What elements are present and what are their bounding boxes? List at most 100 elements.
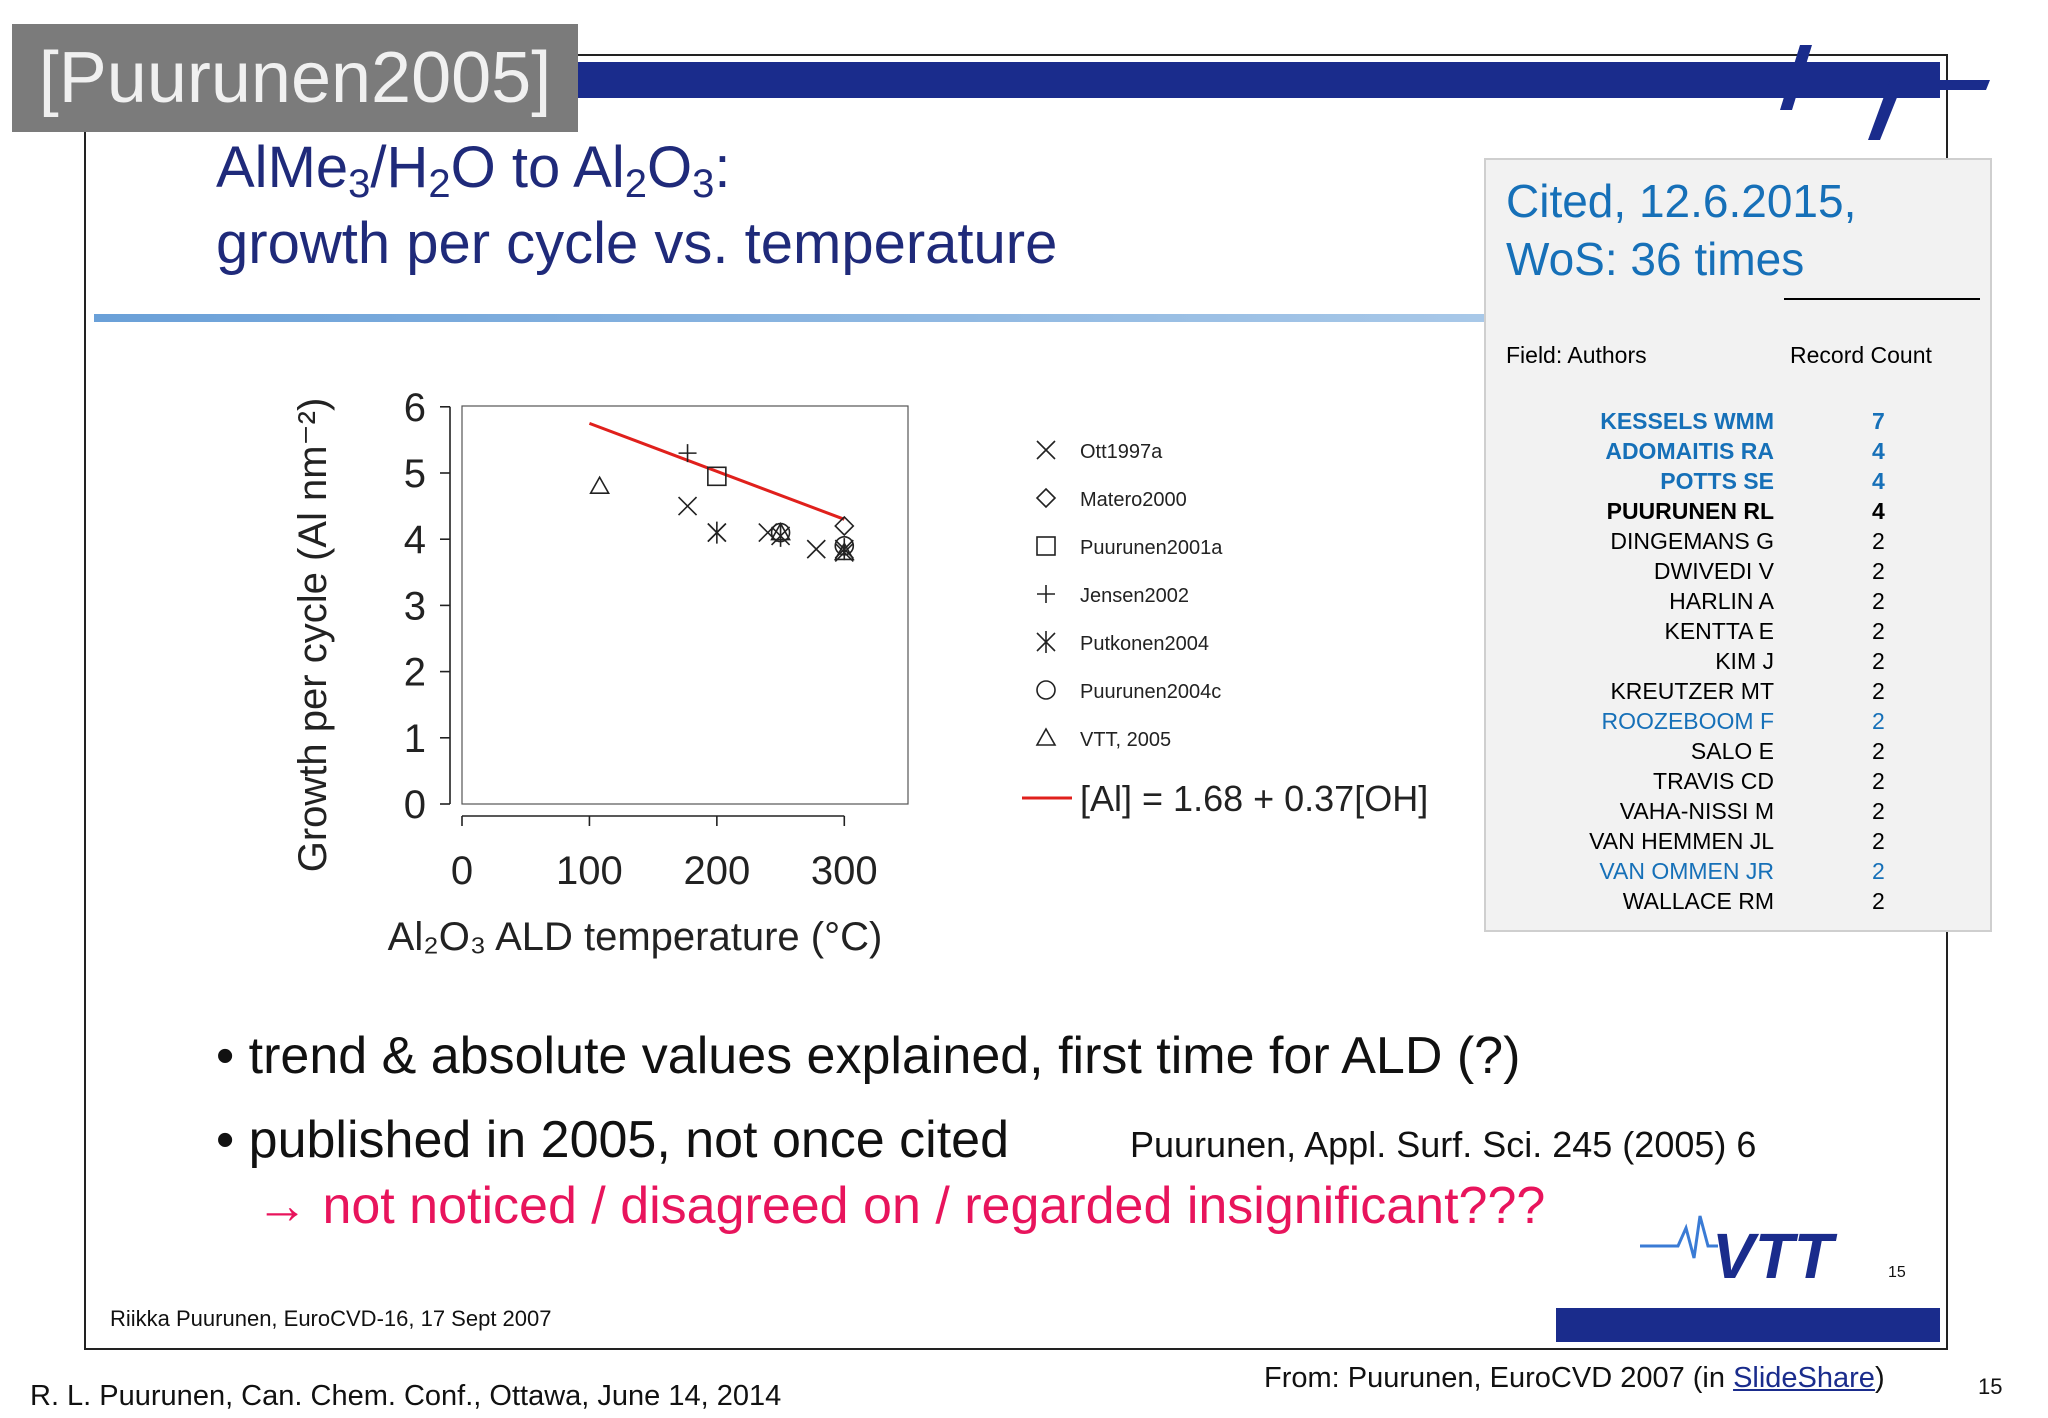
record-count: 2 [1872,708,1885,734]
legend-label: VTT, 2005 [1080,729,1171,751]
data-point-diamond [834,515,855,537]
record-count: 2 [1872,798,1885,824]
author-name: KESSELS WMM [1600,408,1774,434]
author-name: WALLACE RM [1622,888,1774,914]
source-credit: From: Puurunen, EuroCVD 2007 (in SlideSh… [1264,1362,1885,1394]
record-count: 7 [1872,408,1885,434]
y-tick-label: 0 [404,783,426,827]
data-point-x [806,539,826,559]
data-point-triangle [833,541,855,561]
citation-heading-line1: Cited, 12.6.2015, [1506,175,1857,227]
record-count: 4 [1872,438,1885,464]
paper-reference: Puurunen, Appl. Surf. Sci. 245 (2005) 6 [1130,1124,1757,1165]
legend-marker-diamond [1035,487,1057,509]
author-name: TRAVIS CD [1653,768,1774,794]
record-count: 4 [1872,498,1885,524]
record-count: 2 [1872,828,1885,854]
presentation-credit: R. L. Puurunen, Can. Chem. Conf., Ottawa… [30,1380,782,1412]
column-header-authors: Field: Authors [1506,342,1647,368]
legend-marker-triangle [1035,727,1057,746]
growth-chart: 0 1 2 3 4 5 6 0 100 200 300 Al₂O₃ ALD temperature (… [291,386,909,959]
data-point-x [677,496,698,516]
author-list: KESSELS WMM 7 ADOMAITIS RA 4 POTTS SE 4 PUURUN… [1486,406,1986,916]
legend-label: Puurunen2004c [1080,681,1221,703]
y-tick-label: 4 [404,518,426,562]
data-point-triangle [589,475,610,495]
record-count: 2 [1872,768,1885,794]
author-name: DWIVEDI V [1653,558,1774,584]
column-header-record-count: Record Count [1790,342,1932,368]
author-name: POTTS SE [1660,468,1774,494]
legend-label: Jensen2002 [1080,585,1189,607]
legend-marker-star [1036,631,1056,653]
data-point-star [707,521,727,544]
author-row: DINGEMANS G 2 [1486,526,1986,556]
author-row: DWIVEDI V 2 [1486,556,1986,586]
legend-label: Matero2000 [1080,489,1187,511]
legend-marker-x [1036,440,1056,460]
author-name: VAHA-NISSI M [1619,798,1774,824]
legend-label: Puurunen2001a [1080,537,1223,559]
author-row: ADOMAITIS RA 4 [1486,436,1986,466]
record-count: 4 [1872,468,1885,494]
slide-title: AlMe3/H2O to Al2O3: growth per cycle vs.… [216,130,1057,282]
x-tick-label: 200 [683,849,750,893]
citation-tag: [Puurunen2005] [12,24,578,132]
slide-footer-bar [1556,1308,1940,1342]
author-row: PUURUNEN RL 4 [1486,496,1986,526]
legend-marker-square [1036,536,1056,556]
chart-legend: Ott1997a Matero2000 Puurunen2001a Jensen200… [1022,440,1428,819]
bullet-explained: • trend & absolute values explained, fir… [216,1027,1521,1085]
data-point-plus [678,444,697,463]
title-divider [94,314,1484,322]
fit-line [588,421,845,521]
inner-slide-footer: Riikka Puurunen, EuroCVD-16, 17 Sept 200… [110,1306,552,1331]
chart-layer: 0 1 2 3 4 5 6 0 100 200 300 Al₂O₃ ALD temperature (… [291,386,909,959]
slideshare-link[interactable]: SlideShare [1733,1362,1875,1394]
author-name: HARLIN A [1669,588,1774,614]
author-name: KREUTZER MT [1610,678,1774,704]
author-name: VAN HEMMEN JL [1589,828,1774,854]
page-number: 15 [1978,1374,2003,1399]
vtt-logo-text: VTT [1712,1220,1838,1288]
record-count: 2 [1872,888,1885,914]
plot-area [461,405,909,805]
record-count: 2 [1872,648,1885,674]
y-axis-label: Growth per cycle (Al nm⁻²) [291,398,335,873]
record-count: 2 [1872,678,1885,704]
y-tick-label: 3 [404,584,426,628]
y-tick-label: 2 [404,651,426,695]
x-tick-label: 100 [556,849,623,893]
record-count: 2 [1872,618,1885,644]
author-row: HARLIN A 2 [1486,586,1986,616]
author-row: WALLACE RM 2 [1486,886,1986,916]
vtt-logo-top [1780,45,1990,140]
author-row: VAN OMMEN JR 2 [1486,856,1986,886]
record-count: 2 [1872,858,1885,884]
author-row: POTTS SE 4 [1486,466,1986,496]
citation-panel: Cited, 12.6.2015, WoS: 36 times Field: A… [1484,158,1992,932]
citation-divider [1784,298,1980,300]
legend-layer: Ott1997a Matero2000 Puurunen2001a Jensen200… [1022,440,1428,819]
record-count: 2 [1872,588,1885,614]
author-name: ADOMAITIS RA [1605,438,1774,464]
author-row: SALO E 2 [1486,736,1986,766]
legend-label: Ott1997a [1080,441,1163,463]
author-name: ROOZEBOOM F [1601,708,1775,734]
bullet-published: • published in 2005, not once cited [216,1111,1009,1169]
record-count: 2 [1872,558,1885,584]
record-count: 2 [1872,528,1885,554]
author-row: KENTTA E 2 [1486,616,1986,646]
author-row: KREUTZER MT 2 [1486,676,1986,706]
author-row: KIM J 2 [1486,646,1986,676]
author-row: ROOZEBOOM F 2 [1486,706,1986,736]
author-name: KIM J [1715,648,1774,674]
record-count: 2 [1872,738,1885,764]
slide-title-line1: AlMe3/H2O to Al2O3: [216,135,731,206]
author-row: VAHA-NISSI M 2 [1486,796,1986,826]
author-row: KESSELS WMM 7 [1486,406,1986,436]
author-name: VAN OMMEN JR [1599,858,1774,884]
author-name: PUURUNEN RL [1606,498,1774,524]
author-name: DINGEMANS G [1610,528,1774,554]
author-name: KENTTA E [1664,618,1775,644]
